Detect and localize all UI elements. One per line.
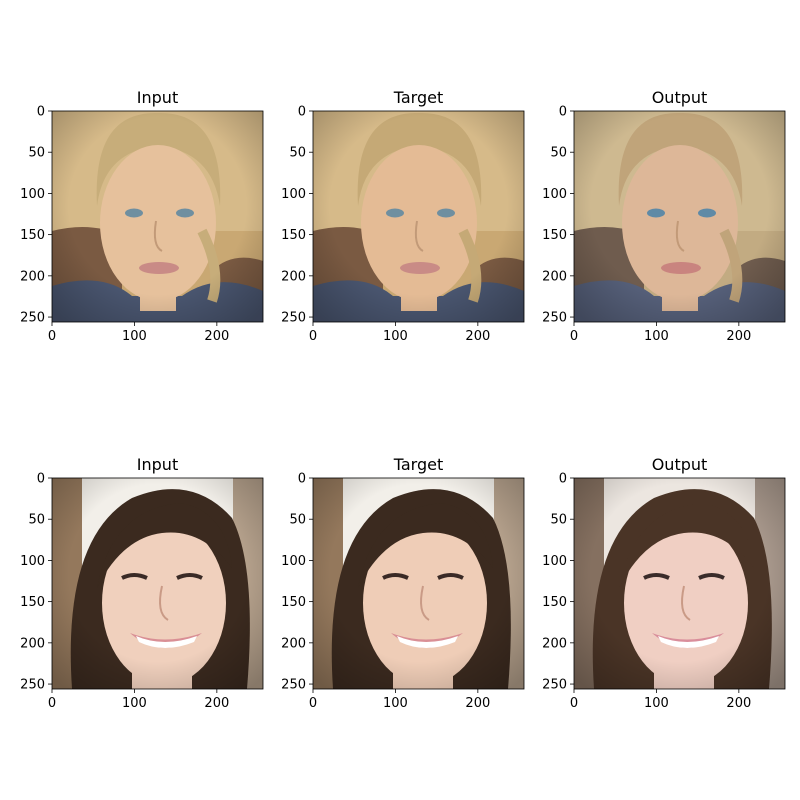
image-panel: Input 0 100 200 0 50 100 150 200 250 <box>20 455 264 711</box>
photo-shading <box>574 111 785 322</box>
image-panel: Output 0 100 200 0 50 100 150 200 250 <box>542 88 786 344</box>
x-tick-label: 0 <box>309 329 317 344</box>
panel-title: Target <box>393 88 444 107</box>
y-tick-label: 0 <box>37 472 45 487</box>
photo-shading <box>313 111 524 322</box>
y-tick-label: 0 <box>298 472 306 487</box>
x-tick-label: 0 <box>570 329 578 344</box>
axes-frame <box>312 477 525 690</box>
y-tick-label: 100 <box>20 187 45 202</box>
x-tick-label: 100 <box>122 329 147 344</box>
y-tick-label: 250 <box>542 678 567 693</box>
panel-image <box>313 478 524 689</box>
y-tick-label: 250 <box>281 678 306 693</box>
y-tick-label: 250 <box>281 311 306 326</box>
y-tick-label: 50 <box>289 513 306 528</box>
panel-image <box>52 478 263 689</box>
x-tick-label: 0 <box>570 696 578 711</box>
x-tick-label: 200 <box>465 329 490 344</box>
y-tick-label: 100 <box>281 187 306 202</box>
y-tick-label: 150 <box>281 228 306 243</box>
panel-title: Output <box>652 455 708 474</box>
x-tick-label: 200 <box>204 696 229 711</box>
x-tick-label: 200 <box>726 696 751 711</box>
x-tick-label: 200 <box>726 329 751 344</box>
panel-image <box>574 111 785 322</box>
y-tick-label: 150 <box>281 595 306 610</box>
y-tick-label: 100 <box>20 554 45 569</box>
y-tick-label: 150 <box>20 595 45 610</box>
panel-title: Input <box>137 88 178 107</box>
axes-frame <box>51 110 264 323</box>
panel-title: Target <box>393 455 444 474</box>
y-tick-label: 150 <box>542 228 567 243</box>
photo-shading <box>574 478 785 689</box>
y-tick-label: 50 <box>289 146 306 161</box>
y-tick-label: 100 <box>281 554 306 569</box>
x-tick-label: 200 <box>204 329 229 344</box>
panel-image <box>52 111 263 322</box>
x-tick-label: 100 <box>383 696 408 711</box>
x-tick-label: 100 <box>122 696 147 711</box>
panel-image <box>574 478 785 689</box>
x-tick-label: 200 <box>465 696 490 711</box>
y-tick-label: 150 <box>542 595 567 610</box>
y-tick-label: 100 <box>542 187 567 202</box>
panel-title: Output <box>652 88 708 107</box>
x-tick-label: 100 <box>644 696 669 711</box>
y-tick-label: 0 <box>559 472 567 487</box>
y-tick-label: 250 <box>542 311 567 326</box>
photo-shading <box>313 478 524 689</box>
photo-shading <box>52 478 263 689</box>
y-tick-label: 200 <box>542 269 567 284</box>
y-tick-label: 100 <box>542 554 567 569</box>
axes-frame <box>51 477 264 690</box>
y-tick-label: 50 <box>550 146 567 161</box>
image-panel: Input 0 100 200 0 50 100 150 200 250 <box>20 88 264 344</box>
y-tick-label: 0 <box>298 105 306 120</box>
y-tick-label: 200 <box>281 269 306 284</box>
x-tick-label: 100 <box>644 329 669 344</box>
x-tick-label: 0 <box>48 696 56 711</box>
photo-shading <box>52 111 263 322</box>
y-tick-label: 250 <box>20 311 45 326</box>
x-tick-label: 0 <box>48 329 56 344</box>
y-tick-label: 50 <box>550 513 567 528</box>
image-panel: Output 0 100 200 0 50 100 150 200 250 <box>542 455 786 711</box>
y-tick-label: 0 <box>559 105 567 120</box>
y-tick-label: 0 <box>37 105 45 120</box>
y-tick-label: 50 <box>28 513 45 528</box>
y-tick-label: 150 <box>20 228 45 243</box>
axes-frame <box>312 110 525 323</box>
y-tick-label: 200 <box>281 636 306 651</box>
axes-frame <box>573 477 786 690</box>
y-tick-label: 50 <box>28 146 45 161</box>
y-tick-label: 200 <box>542 636 567 651</box>
y-tick-label: 200 <box>20 636 45 651</box>
y-tick-label: 200 <box>20 269 45 284</box>
image-panel: Target 0 100 200 0 50 100 150 200 250 <box>281 88 525 344</box>
axes-frame <box>573 110 786 323</box>
panel-title: Input <box>137 455 178 474</box>
image-panel: Target 0 100 200 0 50 100 150 200 250 <box>281 455 525 711</box>
y-tick-label: 250 <box>20 678 45 693</box>
x-tick-label: 100 <box>383 329 408 344</box>
x-tick-label: 0 <box>309 696 317 711</box>
panel-image <box>313 111 524 322</box>
